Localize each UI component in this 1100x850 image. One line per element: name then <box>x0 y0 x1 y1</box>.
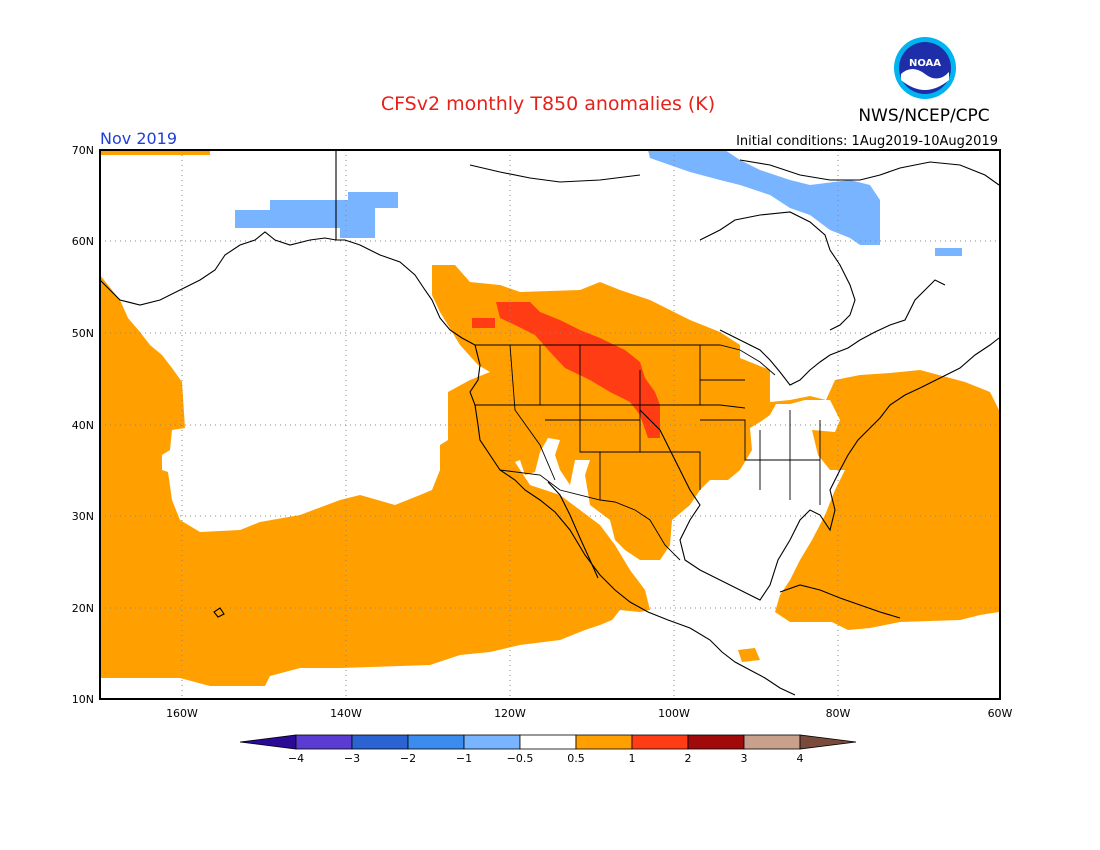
colorbar-segment <box>295 734 353 750</box>
lat-label: 50N <box>72 327 94 340</box>
anomaly-region-northern-canada <box>648 150 880 245</box>
agency-label: NWS/NCEP/CPC <box>858 106 989 126</box>
lon-labels: 160W 140W 120W 100W 80W 60W <box>166 707 1012 720</box>
lat-label: 70N <box>72 144 94 157</box>
colorbar-segment <box>463 734 521 750</box>
anomaly-region-central-america <box>738 648 760 662</box>
anomaly-region-alaska <box>235 192 398 238</box>
map-panel <box>99 149 1001 700</box>
colorbar-tick-label: −0.5 <box>507 752 534 765</box>
colorbar-tick-label: −4 <box>288 752 304 765</box>
colorbar-tick-label: −2 <box>400 752 416 765</box>
colorbar-segment <box>519 734 577 750</box>
colorbar-segment <box>631 734 689 750</box>
lon-label: 140W <box>330 707 362 720</box>
anomaly-shading <box>100 150 999 686</box>
colorbar-arrow-high <box>799 734 857 750</box>
colorbar-tick-label: 3 <box>741 752 748 765</box>
map-title: CFSv2 monthly T850 anomalies (K) <box>381 93 715 115</box>
colorbar-segment <box>575 734 633 750</box>
lon-label: 60W <box>988 707 1013 720</box>
lat-label: 10N <box>72 693 94 706</box>
colorbar-tick-label: 2 <box>685 752 692 765</box>
colorbar-tick-label: −1 <box>456 752 472 765</box>
anomaly-region-arctic-strip <box>100 150 210 155</box>
lat-label: 20N <box>72 602 94 615</box>
colorbar-segment <box>407 734 465 750</box>
forecast-period: Nov 2019 <box>100 129 177 148</box>
noaa-logo: NOAA <box>894 37 956 99</box>
lon-label: 100W <box>658 707 690 720</box>
colorbar-tick-label: −3 <box>344 752 360 765</box>
map-frame <box>99 149 1001 700</box>
noaa-logo-text: NOAA <box>909 58 941 69</box>
lon-label: 80W <box>826 707 851 720</box>
lat-labels: 70N 60N 50N 40N 30N 20N 10N <box>72 144 94 706</box>
graticule <box>100 150 1000 699</box>
colorbar-tick-label: 4 <box>797 752 804 765</box>
anomaly-region-pacific <box>100 265 999 686</box>
lat-label: 60N <box>72 235 94 248</box>
lon-label: 120W <box>494 707 526 720</box>
anomaly-region-northern-plains <box>496 302 660 438</box>
colorbar-tick-label: 1 <box>629 752 636 765</box>
borders <box>475 344 821 561</box>
lon-label: 160W <box>166 707 198 720</box>
colorbar-segment <box>351 734 409 750</box>
colorbar: −4 −3 −2 −1 −0.5 0.5 1 2 3 4 <box>239 734 857 765</box>
anomaly-region-bc-patch <box>472 318 495 328</box>
colorbar-tick-label: 0.5 <box>567 752 585 765</box>
lat-label: 30N <box>72 510 94 523</box>
colorbar-arrow-low <box>239 734 297 750</box>
colorbar-segment <box>687 734 745 750</box>
initial-conditions: Initial conditions: 1Aug2019-10Aug2019 <box>736 134 998 149</box>
colorbar-segment <box>743 734 801 750</box>
lat-label: 40N <box>72 419 94 432</box>
anomaly-region-labrador <box>935 248 962 256</box>
